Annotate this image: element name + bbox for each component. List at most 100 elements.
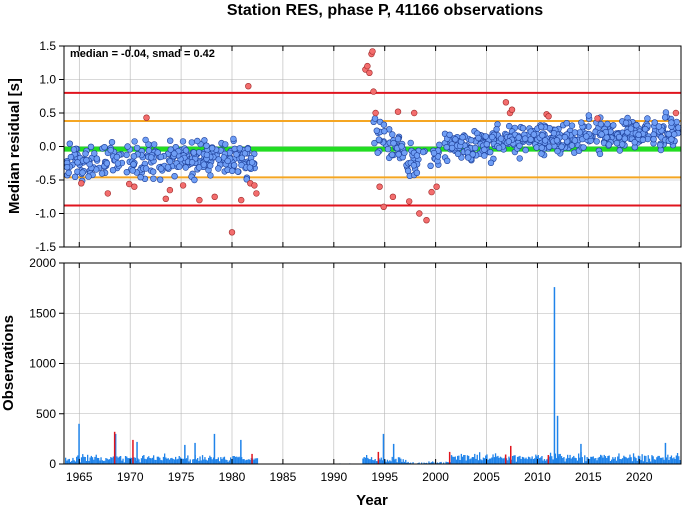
observation-bar xyxy=(254,458,256,464)
observation-bar xyxy=(151,457,154,464)
residual-point xyxy=(553,137,561,144)
observation-bar xyxy=(597,457,599,464)
residual-point xyxy=(103,160,111,167)
residual-point xyxy=(673,118,680,126)
residual-point xyxy=(375,136,383,143)
observation-bar xyxy=(111,457,113,464)
observation-bar xyxy=(220,457,222,464)
residual-point xyxy=(207,172,214,179)
residual-point xyxy=(248,159,256,166)
residual-point xyxy=(82,150,89,157)
residual-point xyxy=(505,138,512,145)
residual-point xyxy=(231,162,238,169)
outlier-bar xyxy=(504,454,507,464)
observation-bar xyxy=(200,460,202,464)
outlier-point xyxy=(143,114,150,121)
observation-bar xyxy=(629,454,631,464)
observation-bar xyxy=(83,456,85,464)
observation-bar xyxy=(507,460,509,464)
residual-point xyxy=(427,162,434,170)
residual-point xyxy=(578,119,585,126)
observation-bar xyxy=(179,457,182,464)
residual-point xyxy=(668,119,675,126)
observation-bar xyxy=(623,455,625,464)
outlier-bar xyxy=(510,445,512,464)
residual-point xyxy=(631,139,638,146)
residual-point xyxy=(207,162,214,169)
observation-bar xyxy=(76,456,78,464)
outlier-point xyxy=(389,193,397,201)
observation-bar xyxy=(189,459,191,464)
residual-point xyxy=(142,165,150,172)
observation-bar xyxy=(679,460,681,464)
residual-point xyxy=(157,176,164,183)
observation-bar xyxy=(118,456,121,464)
observation-bar xyxy=(457,455,459,464)
observation-bar xyxy=(428,461,430,464)
residual-point xyxy=(188,139,196,146)
observation-bar xyxy=(405,459,407,464)
residual-point xyxy=(398,143,405,150)
observation-bar xyxy=(672,458,674,464)
observation-bar xyxy=(171,457,173,464)
observation-bar xyxy=(554,453,556,464)
residual-point xyxy=(598,131,605,138)
residual-point xyxy=(443,144,450,151)
observation-bar xyxy=(570,458,572,464)
observation-bar xyxy=(373,460,375,464)
observation-bar xyxy=(560,456,563,464)
observation-bar xyxy=(160,459,162,464)
observation-bar xyxy=(589,459,591,464)
observation-bar xyxy=(454,456,456,464)
residual-point xyxy=(215,156,222,163)
residual-point xyxy=(66,140,74,147)
observation-bar xyxy=(466,455,469,464)
residual-point xyxy=(238,154,246,162)
observation-bar xyxy=(620,459,622,464)
observation-bar xyxy=(482,457,484,464)
observation-bar xyxy=(370,457,373,464)
observation-bar xyxy=(667,454,669,464)
residual-point xyxy=(420,148,427,156)
observation-bar xyxy=(380,457,382,464)
observation-bar xyxy=(480,459,482,464)
observation-spike xyxy=(240,439,242,464)
residual-point xyxy=(610,122,617,129)
observation-bar xyxy=(241,457,243,464)
observation-bar xyxy=(156,456,158,464)
residual-point xyxy=(195,164,203,171)
observation-spike xyxy=(664,442,667,464)
observation-bar xyxy=(549,452,552,464)
observation-bar xyxy=(439,462,441,464)
observation-bar xyxy=(87,454,89,464)
residual-ticks: -1.5 -1.0 -0.5 0.0 0.5 1.0 1.5 xyxy=(35,39,640,254)
residual-point xyxy=(182,147,190,154)
observation-bar xyxy=(521,456,524,464)
residual-point xyxy=(371,139,378,147)
observation-bar xyxy=(165,457,167,464)
observation-spike xyxy=(136,441,138,464)
observation-bar xyxy=(234,456,237,464)
observation-bar xyxy=(418,462,420,464)
observation-bar xyxy=(531,456,533,464)
observation-bar xyxy=(642,461,644,464)
observation-bar xyxy=(238,456,240,464)
observation-bar xyxy=(637,455,640,464)
residual-point xyxy=(157,165,165,172)
residual-point xyxy=(655,123,663,130)
residual-point xyxy=(107,146,114,154)
observation-bar xyxy=(204,457,206,464)
outlier-point xyxy=(364,62,371,70)
observation-bar xyxy=(94,456,96,464)
residual-point xyxy=(644,115,651,122)
outlier-bar xyxy=(251,453,253,464)
observation-bar xyxy=(496,456,498,464)
observation-bar xyxy=(236,456,238,464)
observation-bar xyxy=(233,456,235,464)
observation-bar xyxy=(636,460,638,464)
outlier-point xyxy=(372,109,379,117)
residual-point xyxy=(208,145,216,152)
observation-bar xyxy=(447,462,450,464)
residual-point xyxy=(154,149,161,156)
x-tick-label: 1975 xyxy=(168,470,195,484)
